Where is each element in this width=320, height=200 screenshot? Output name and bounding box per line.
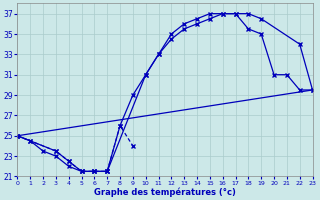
X-axis label: Graphe des températures (°c): Graphe des températures (°c) (94, 187, 236, 197)
